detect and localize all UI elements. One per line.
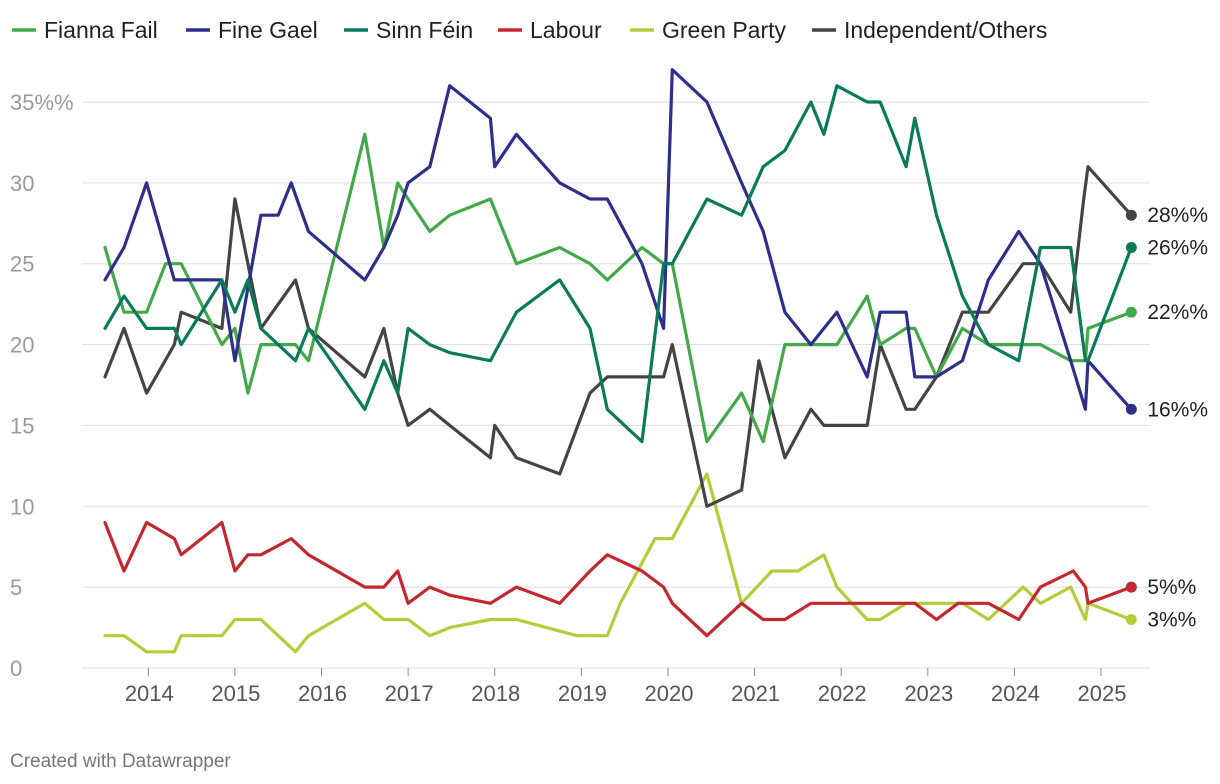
series-line-fianna-fail — [103, 132, 1133, 444]
x-axis: 2014 2015 2016 2017 2018 2019 2020 2021 2022 2023… — [125, 668, 1127, 706]
end-labels: 3%% 5%% 28%% 22%% 16%% 26%% — [1125, 204, 1208, 631]
x-tick-label-5: 2019 — [558, 681, 607, 706]
x-tick-label-0: 2014 — [125, 681, 174, 706]
series-endpoint-green-party — [1125, 613, 1137, 625]
x-tick-label-3: 2017 — [385, 681, 434, 706]
x-tick-label-2: 2016 — [298, 681, 347, 706]
legend-label-3: Labour — [530, 17, 602, 43]
y-tick-label-4: 20 — [10, 333, 34, 358]
legend-label-1: Fine Gael — [218, 17, 318, 43]
x-tick-label-7: 2021 — [731, 681, 780, 706]
series-line-fine-gael — [103, 68, 1133, 411]
series-line-sinn-f-in — [103, 84, 1133, 444]
series-endpoint-fianna-fail — [1125, 306, 1137, 318]
gridlines — [82, 101, 1150, 669]
series-lines — [103, 68, 1133, 654]
y-tick-label-7: 35%% — [10, 90, 74, 115]
series-line-green-party — [103, 472, 1133, 654]
credit-text: Created with Datawrapper — [10, 751, 231, 772]
y-tick-label-5: 25 — [10, 252, 34, 277]
y-tick-label-0: 0 — [10, 656, 22, 681]
legend: Fianna Fail Fine Gael Sinn Féin Labour Green… — [12, 17, 1047, 43]
series-endpoint-independent-others — [1125, 209, 1137, 221]
end-label-fianna-fail: 22%% — [1147, 301, 1208, 324]
y-tick-label-2: 10 — [10, 494, 34, 519]
legend-label-2: Sinn Féin — [376, 17, 473, 43]
x-tick-label-11: 2025 — [1078, 681, 1127, 706]
end-label-labour: 5%% — [1147, 576, 1196, 599]
series-line-independent-others — [103, 165, 1133, 508]
series-line-labour — [103, 520, 1133, 638]
y-tick-label-6: 30 — [10, 171, 34, 196]
x-tick-label-9: 2023 — [904, 681, 953, 706]
y-tick-label-3: 15 — [10, 413, 34, 438]
x-tick-label-8: 2022 — [818, 681, 867, 706]
series-endpoint-sinn-f-in — [1125, 242, 1137, 254]
series-endpoint-labour — [1125, 581, 1137, 593]
y-tick-label-1: 5 — [10, 575, 22, 600]
legend-label-0: Fianna Fail — [44, 17, 158, 43]
x-tick-label-4: 2018 — [471, 681, 520, 706]
end-label-fine-gael: 16%% — [1147, 398, 1208, 421]
series-endpoint-fine-gael — [1125, 403, 1137, 415]
legend-label-4: Green Party — [662, 17, 786, 43]
end-label-independent-others: 28%% — [1147, 204, 1208, 227]
y-axis: 0 5 10 15 20 25 30 35%% — [10, 90, 74, 681]
end-label-green-party: 3%% — [1147, 608, 1196, 631]
end-label-sinn-f-in: 26%% — [1147, 237, 1208, 260]
x-tick-label-1: 2015 — [211, 681, 260, 706]
legend-label-5: Independent/Others — [844, 17, 1047, 43]
x-tick-label-6: 2020 — [644, 681, 693, 706]
x-tick-label-10: 2024 — [991, 681, 1040, 706]
